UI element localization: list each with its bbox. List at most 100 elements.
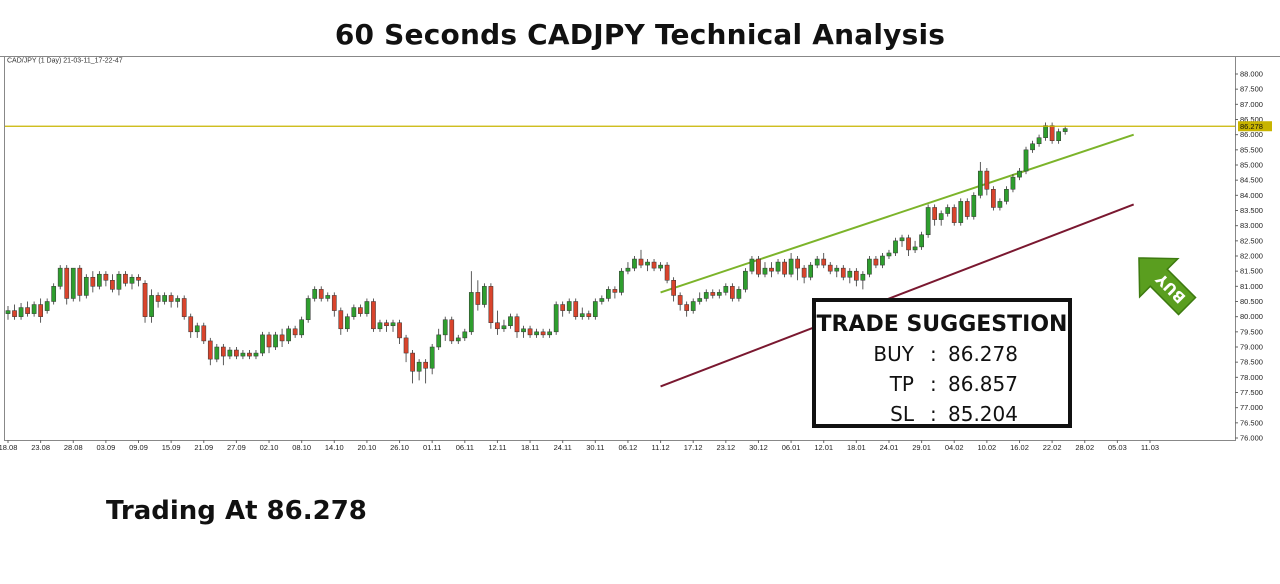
candle-body: [991, 189, 996, 208]
x-tick-label: 22.02: [1043, 443, 1062, 452]
trade-row-value: 85.204: [948, 402, 1018, 426]
y-tick-label: 77.000: [1240, 403, 1263, 412]
candle-body: [273, 334, 278, 348]
candle-body: [971, 195, 977, 217]
candle-body: [553, 304, 559, 333]
candle-body: [925, 207, 931, 236]
trade-row-label: TP: [889, 372, 914, 396]
candle-body: [827, 264, 833, 272]
x-tick-label: 21.09: [194, 443, 213, 452]
candle-body: [462, 331, 468, 339]
candle-body: [788, 258, 794, 275]
candle-body: [606, 289, 611, 299]
candle-body: [123, 273, 128, 284]
y-tick-label: 83.500: [1240, 206, 1263, 215]
candle-body: [880, 255, 885, 266]
candle-body: [612, 289, 618, 293]
x-tick-label: 11.03: [1141, 443, 1159, 452]
candle-body: [260, 334, 265, 354]
candle-body: [57, 267, 63, 287]
candle-body: [573, 301, 579, 317]
candle-body: [1056, 131, 1061, 141]
candle-body: [51, 286, 57, 302]
trade-suggestion-title: TRADE SUGGESTION: [816, 312, 1068, 337]
candle-body: [1036, 137, 1042, 145]
candle-body: [442, 319, 448, 336]
candle-body: [162, 295, 167, 302]
candle-body: [194, 325, 200, 333]
x-tick-label: 03.09: [96, 443, 115, 452]
candle-body: [756, 258, 761, 275]
candle-body: [867, 258, 872, 275]
candle-body: [344, 316, 350, 330]
x-tick-label: 27.09: [227, 443, 246, 452]
candle-body: [240, 352, 246, 357]
x-tick-label: 12.01: [814, 443, 833, 452]
candle-body: [619, 270, 624, 293]
x-tick-label: 28.08: [64, 443, 83, 452]
trade-row-label: BUY: [873, 342, 914, 366]
candle-body: [1017, 170, 1022, 178]
x-tick-label: 01.11: [423, 443, 441, 452]
candle-body: [853, 270, 859, 281]
x-tick-label: 14.10: [325, 443, 344, 452]
candle-body: [521, 328, 526, 333]
y-tick-label: 78.500: [1240, 358, 1263, 367]
candle-body: [351, 307, 357, 317]
candle-body: [534, 331, 539, 336]
candle-body: [188, 316, 194, 333]
candle-body: [697, 298, 703, 302]
candle-body: [847, 270, 853, 278]
candle-body: [201, 325, 207, 342]
candle-body: [220, 346, 226, 357]
y-tick-label: 86.500: [1240, 115, 1263, 124]
candle-body: [625, 267, 631, 272]
candle-body: [684, 304, 690, 311]
x-tick-label: 28.02: [1075, 443, 1094, 452]
candle-body: [468, 292, 474, 333]
candle-body: [508, 316, 513, 327]
candlestick-chart: CAD/JPY (1 Day) 21-03-11_17-22-47 88.000…: [0, 56, 1280, 452]
candle-body: [1043, 125, 1048, 138]
y-tick-label: 88.000: [1240, 70, 1263, 79]
candle-body: [384, 322, 389, 327]
candle-body: [723, 286, 729, 293]
y-tick-label: 84.500: [1240, 176, 1263, 185]
trade-row-separator: :: [930, 372, 937, 396]
candle-body: [834, 267, 840, 272]
candle-body: [808, 264, 814, 278]
candle-body: [449, 319, 455, 342]
candle-body: [814, 258, 820, 266]
candle-body: [651, 261, 657, 269]
candle-body: [958, 201, 964, 223]
candle-body: [377, 322, 383, 330]
trade-row-label: SL: [890, 402, 914, 426]
y-tick-label: 78.000: [1240, 373, 1263, 382]
candle-body: [77, 267, 83, 296]
x-tick-label: 30.12: [749, 443, 768, 452]
y-tick-label: 81.500: [1240, 267, 1263, 276]
x-tick-label: 18.08: [0, 443, 17, 452]
page-title: 60 Seconds CADJPY Technical Analysis: [334, 18, 946, 51]
x-tick-label: 06.12: [619, 443, 638, 452]
candle-body: [906, 237, 911, 251]
candle-body: [886, 252, 892, 257]
x-axis: 18.08 23.08 28.08 03.09 09.09 15.09 21.09 27.09…: [0, 440, 1159, 452]
candle-body: [97, 273, 102, 287]
trade-row-value: 86.857: [948, 372, 1018, 396]
candle-body: [1023, 149, 1029, 172]
candle-body: [358, 307, 363, 314]
trading-at-text: Trading At 86.278: [106, 496, 367, 526]
candle-body: [423, 361, 428, 369]
candle-body: [305, 298, 311, 320]
x-tick-label: 06.11: [456, 443, 474, 452]
candle-body: [227, 349, 233, 357]
candle-body: [690, 301, 696, 311]
candle-body: [482, 286, 487, 305]
candle-body: [775, 261, 781, 272]
candle-body: [325, 295, 331, 299]
y-tick-label: 80.000: [1240, 312, 1263, 321]
candle-body: [266, 334, 272, 348]
candle-body: [64, 267, 70, 299]
candles: [5, 122, 1068, 384]
